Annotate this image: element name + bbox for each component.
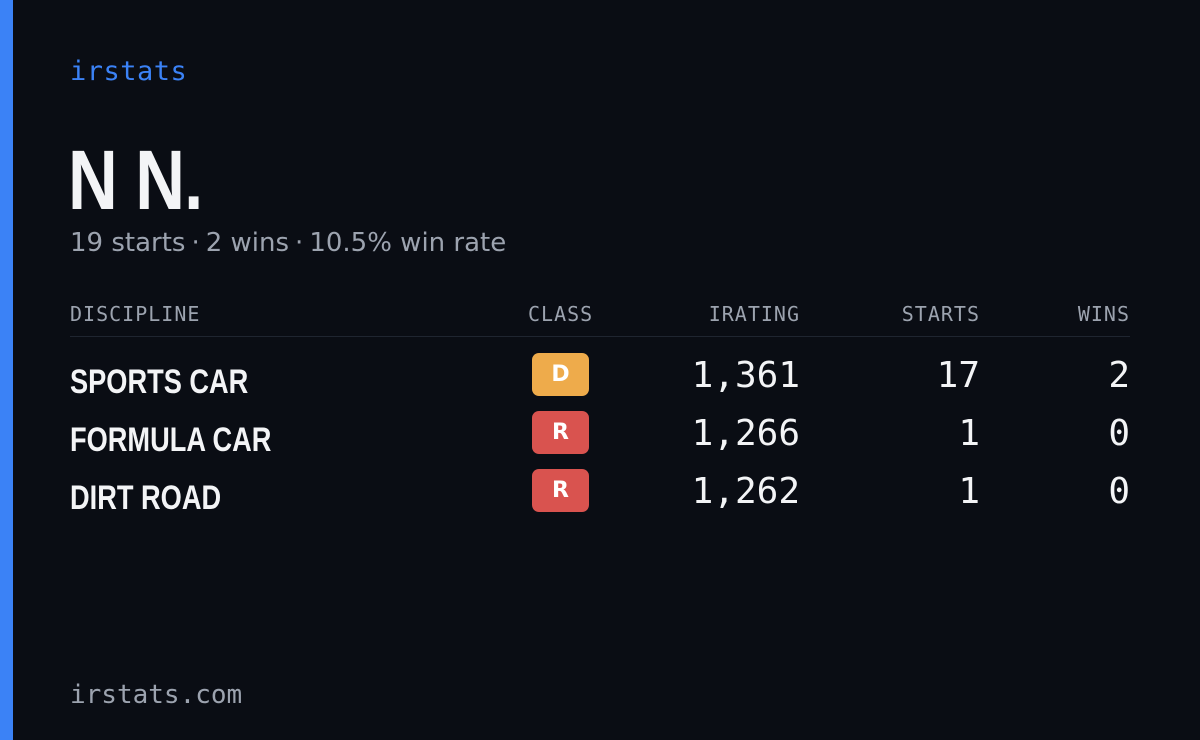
discipline-table: DISCIPLINE CLASS IRATING STARTS WINS SPO… bbox=[70, 296, 1130, 527]
class-badge: R bbox=[532, 411, 589, 454]
irating-value: 1,266 bbox=[691, 413, 800, 454]
brand-logo: irstats bbox=[70, 56, 188, 87]
player-name: N N. bbox=[68, 133, 203, 227]
header-class: CLASS bbox=[528, 302, 594, 326]
class-badge: D bbox=[532, 353, 589, 396]
header-irating: IRATING bbox=[708, 302, 800, 326]
starts-value: 1 bbox=[958, 471, 980, 512]
table-row: DIRT ROAD R 1,262 1 0 bbox=[70, 469, 1130, 527]
player-summary: 19 starts · 2 wins · 10.5% win rate bbox=[70, 228, 506, 258]
discipline-name: FORMULA CAR bbox=[70, 421, 272, 459]
class-badge: R bbox=[532, 469, 589, 512]
summary-starts: 19 starts bbox=[70, 228, 186, 258]
summary-win-rate: 10.5% win rate bbox=[309, 228, 507, 258]
starts-value: 1 bbox=[958, 413, 980, 454]
table-row: SPORTS CAR D 1,361 17 2 bbox=[70, 353, 1130, 411]
discipline-name: DIRT ROAD bbox=[70, 479, 222, 517]
summary-separator: · bbox=[295, 228, 304, 258]
header-discipline: DISCIPLINE bbox=[70, 302, 201, 326]
accent-bar bbox=[0, 0, 13, 740]
discipline-name: SPORTS CAR bbox=[70, 363, 249, 401]
starts-value: 17 bbox=[936, 355, 980, 396]
wins-value: 2 bbox=[1108, 355, 1130, 396]
table-header: DISCIPLINE CLASS IRATING STARTS WINS bbox=[70, 296, 1130, 337]
footer-site-link[interactable]: irstats.com bbox=[70, 680, 243, 710]
irating-value: 1,262 bbox=[691, 471, 800, 512]
header-starts: STARTS bbox=[901, 302, 980, 326]
table-body: SPORTS CAR D 1,361 17 2 FORMULA CAR R 1,… bbox=[70, 337, 1130, 527]
header-wins: WINS bbox=[1077, 302, 1130, 326]
table-row: FORMULA CAR R 1,266 1 0 bbox=[70, 411, 1130, 469]
irating-value: 1,361 bbox=[691, 355, 800, 396]
wins-value: 0 bbox=[1108, 413, 1130, 454]
summary-separator: · bbox=[191, 228, 200, 258]
wins-value: 0 bbox=[1108, 471, 1130, 512]
summary-wins: 2 wins bbox=[205, 228, 290, 258]
